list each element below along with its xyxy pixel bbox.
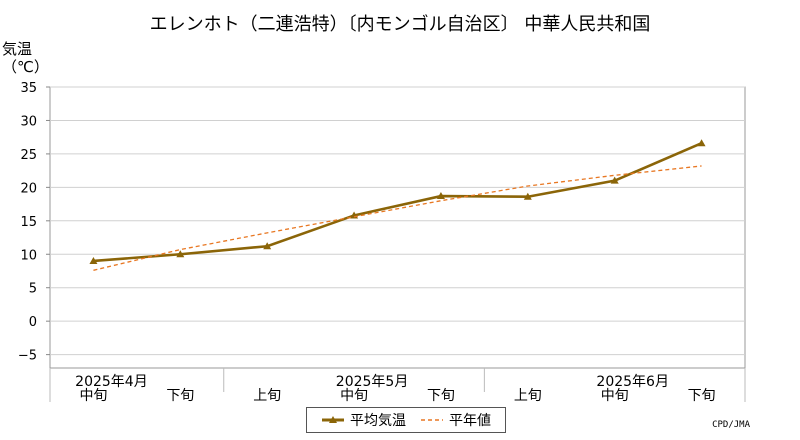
y-axis-label-line2: （℃）	[2, 58, 49, 76]
y-tick-label: 20	[20, 181, 37, 196]
x-tick-label: 下旬	[427, 388, 455, 404]
chart-title: エレンホト（二連浩特）〔内モンゴル自治区〕 中華人民共和国	[149, 14, 651, 35]
legend-label-average: 平均気温	[350, 413, 406, 429]
x-tick-label: 下旬	[166, 388, 194, 404]
month-label: 2025年6月	[596, 374, 669, 390]
y-tick-label: 5	[29, 282, 37, 297]
series-line-normal	[93, 165, 702, 271]
plot-frame	[49, 86, 746, 369]
x-tick-label: 中旬	[601, 388, 629, 404]
data-point-average	[263, 242, 272, 250]
data-point-average	[697, 139, 706, 147]
y-tick-label: 0	[29, 315, 37, 330]
series-line-average	[93, 142, 703, 263]
x-tick-label: 中旬	[340, 388, 368, 404]
legend-label-normal: 平年値	[449, 413, 491, 429]
y-tick-label: 10	[20, 248, 37, 263]
y-tick-label: 15	[20, 215, 37, 230]
y-tick-label: 25	[20, 148, 37, 163]
y-axis-label: 気温 （℃）	[2, 40, 49, 76]
data-point-average	[436, 192, 445, 200]
x-tick-label: 下旬	[688, 388, 716, 404]
x-tick-label: 上旬	[253, 388, 281, 404]
month-label: 2025年5月	[336, 374, 409, 390]
x-tick-label: 中旬	[79, 388, 107, 404]
x-tick-label: 上旬	[514, 388, 542, 404]
data-point-average	[610, 176, 619, 184]
data-point-average	[176, 250, 185, 258]
y-tick-label: −5	[18, 349, 37, 364]
legend-item-average: 平均気温	[321, 410, 406, 430]
data-point-average	[523, 192, 532, 200]
month-label: 2025年4月	[75, 374, 148, 390]
legend-item-normal: 平年値	[420, 410, 491, 430]
credit-text: CPD/JMA	[712, 420, 750, 430]
legend-swatch-normal	[421, 419, 443, 421]
y-tick-label: 30	[20, 114, 37, 129]
y-tick-label: 35	[20, 81, 37, 96]
data-point-average	[89, 256, 98, 264]
legend: 平均気温 平年値	[306, 407, 506, 433]
y-axis-label-line1: 気温	[2, 40, 33, 58]
legend-swatch-average	[322, 416, 344, 423]
